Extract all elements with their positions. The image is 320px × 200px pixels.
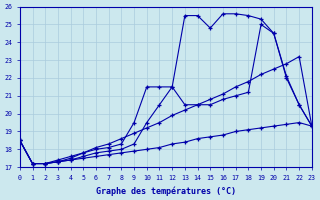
X-axis label: Graphe des températures (°C): Graphe des températures (°C) <box>96 186 236 196</box>
